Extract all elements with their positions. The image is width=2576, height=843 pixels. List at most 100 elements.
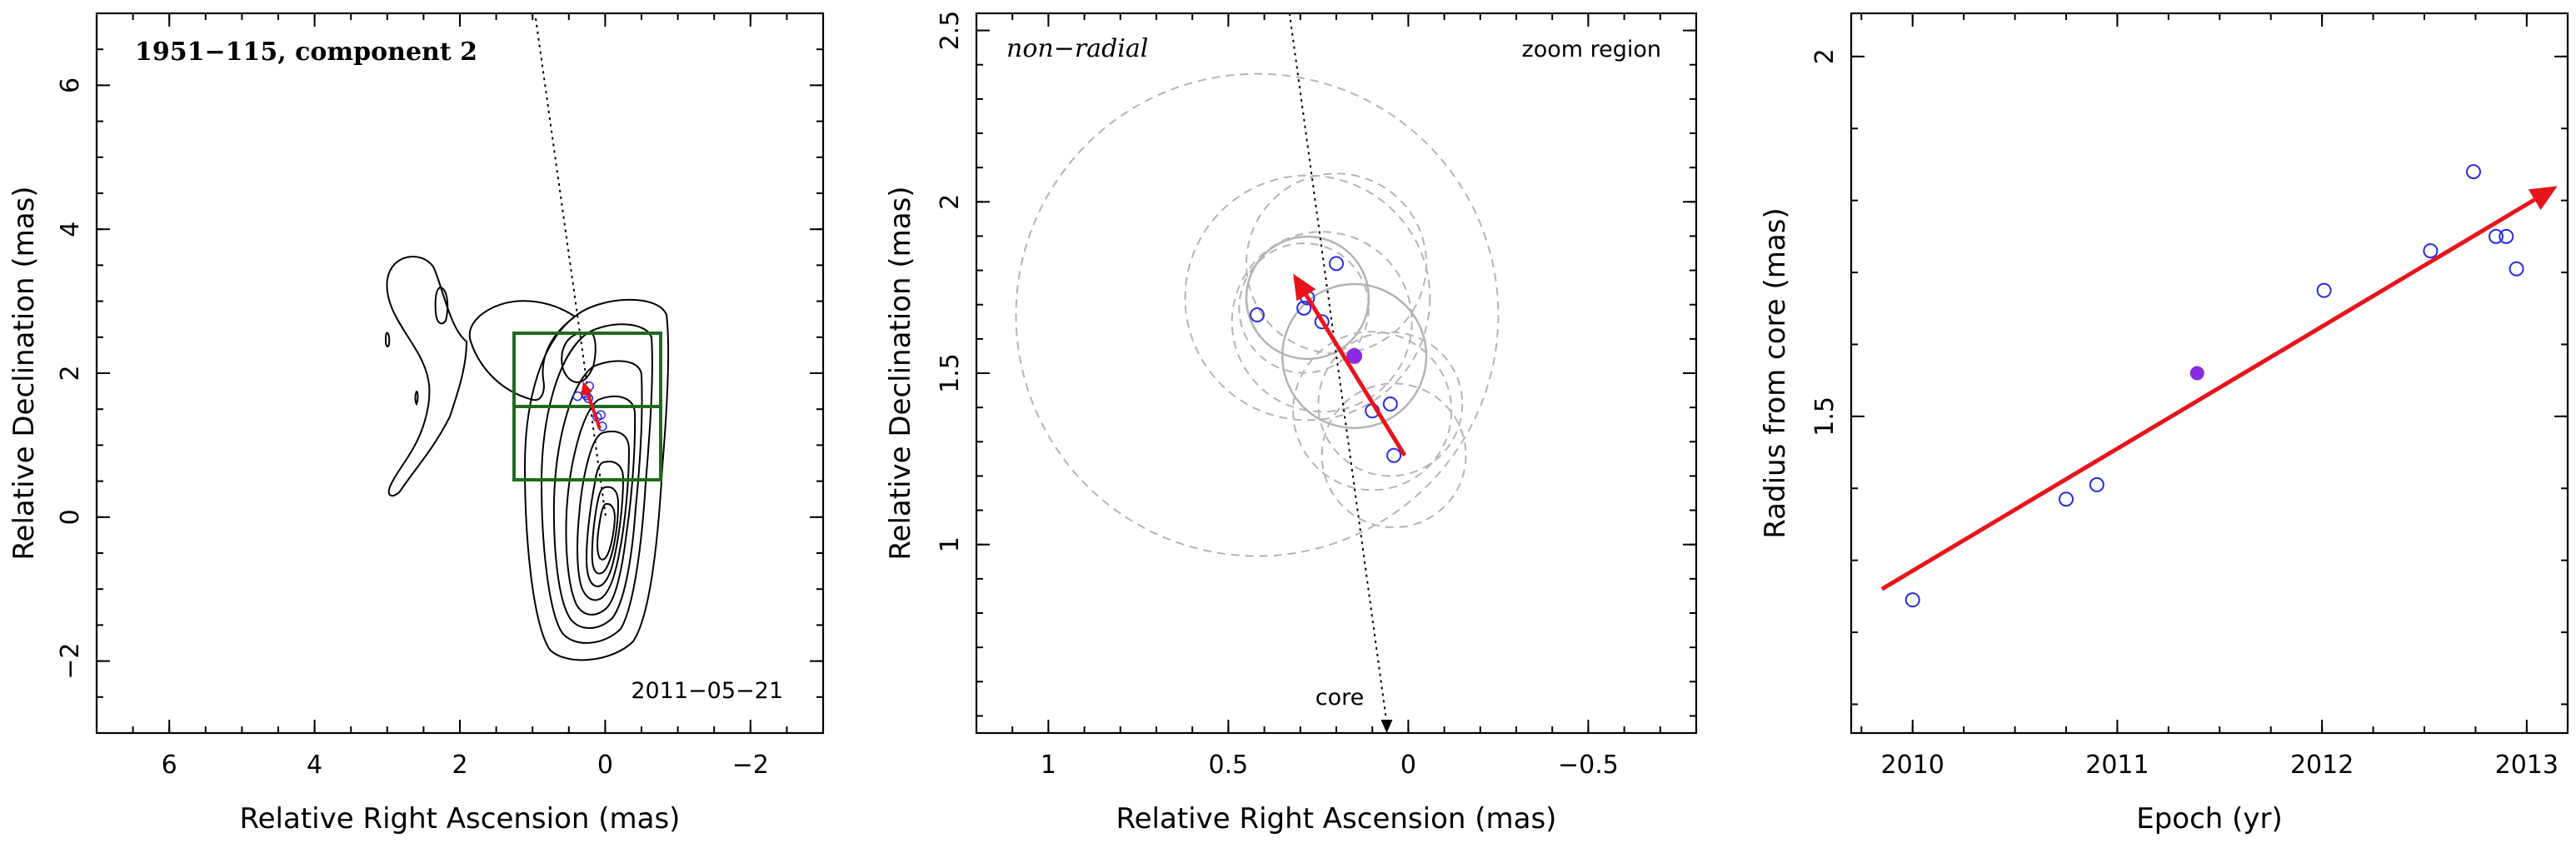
contour-small-2 <box>384 332 391 347</box>
component-marker <box>572 391 583 402</box>
panel-3-frame <box>1850 12 2569 735</box>
uncertainty-circle-solid <box>1281 282 1428 430</box>
panel-radius-vs-epoch: 2010 2011 2012 2013 1.52 Epoch (yr) Radius … <box>1759 12 2569 836</box>
x-tick-label: 2011 <box>2085 751 2149 780</box>
x-axis-ticks: 2010 2011 2012 2013 <box>1860 13 2559 780</box>
contour-level-4 <box>565 395 637 616</box>
y-tick-label: 2.5 <box>936 11 965 51</box>
contour-level-3 <box>552 360 643 629</box>
x-tick-label: 6 <box>162 751 177 780</box>
contour-lines <box>384 256 670 661</box>
y-tick-label: 1 <box>936 536 965 552</box>
contour-jet-left <box>386 256 468 497</box>
panel-contour-map: 6 4 2 0 −2 −2 0 2 4 6 1951−115, component 2 2011… <box>7 12 825 836</box>
y-tick-label: 0 <box>56 509 85 525</box>
x-tick-label: 0 <box>1400 751 1416 780</box>
epoch-plot-area <box>1880 164 2558 608</box>
contour-level-1 <box>523 298 670 661</box>
panel-3-xlabel: Epoch (yr) <box>2136 802 2283 836</box>
motion-arrow-head <box>1293 273 1316 302</box>
uncertainty-circle <box>1184 174 1431 422</box>
uncertainty-circles <box>1015 72 1500 557</box>
y-tick-label: 6 <box>56 77 85 93</box>
contour-jet-inner <box>561 332 597 383</box>
open-marker <box>2489 228 2504 244</box>
open-marker <box>1249 307 1265 323</box>
fit-arrow <box>1880 186 2558 591</box>
y-axis-ticks: 1.52 <box>1810 48 2568 706</box>
open-marker <box>1296 300 1312 316</box>
contour-level-8 <box>597 502 617 561</box>
x-tick-label: 0 <box>597 751 613 780</box>
x-axis-ticks: 6 4 2 0 −2 <box>96 13 824 780</box>
y-axis-ticks: −2 0 2 4 6 <box>56 12 823 734</box>
fit-arrow-head <box>2528 186 2558 211</box>
uncertainty-circle <box>1320 382 1467 529</box>
x-tick-label: −0.5 <box>1558 751 1619 780</box>
contour-jet-outer <box>468 300 577 402</box>
x-tick-label: 2 <box>452 751 467 780</box>
y-axis-ticks: 1 1.5 2 2.5 <box>936 11 1696 717</box>
y-tick-label: 1.5 <box>1810 397 1840 436</box>
y-tick-label: 4 <box>56 222 85 237</box>
panel-1-ylabel: Relative Declination (mas) <box>7 186 41 560</box>
y-tick-label: −2 <box>56 642 85 679</box>
open-marker <box>2089 476 2104 492</box>
panel-2-frame <box>975 12 1698 735</box>
open-marker <box>2059 491 2074 507</box>
x-tick-label: −2 <box>732 751 769 780</box>
motion-arrow <box>1293 273 1407 457</box>
panel-1-xlabel: Relative Right Ascension (mas) <box>240 802 681 836</box>
fit-arrow-shaft <box>1880 197 2536 591</box>
open-marker <box>2316 282 2332 298</box>
open-marker <box>1905 592 1920 608</box>
panel-1-frame <box>95 12 825 735</box>
core-direction-line <box>535 17 607 517</box>
panel-2-xlabel: Relative Right Ascension (mas) <box>1116 802 1557 836</box>
uncertainty-circle <box>1015 72 1500 557</box>
core-arrow-head <box>1380 720 1393 733</box>
panel-zoom: 1 0.5 0 −0.5 1 1.5 2 2.5 non−radial zoom regio… <box>884 11 1698 836</box>
core-direction <box>1288 13 1393 733</box>
open-marker <box>1329 256 1344 272</box>
y-tick-label: 2 <box>1810 48 1840 64</box>
contour-level-7 <box>591 486 620 575</box>
x-tick-label: 2013 <box>2495 751 2559 780</box>
motion-arrow-shaft <box>1304 293 1407 457</box>
filled-marker <box>1346 347 1363 364</box>
open-marker <box>2465 164 2481 180</box>
contour-level-5 <box>577 430 631 601</box>
uncertainty-circle <box>1317 331 1464 477</box>
x-axis-ticks: 1 0.5 0 −0.5 <box>976 13 1697 780</box>
zoom-region-label: zoom region <box>1522 37 1661 62</box>
contour-level-2 <box>540 323 653 644</box>
filled-marker <box>2189 366 2204 381</box>
panel-3-ylabel: Radius from core (mas) <box>1759 207 1792 538</box>
y-tick-label: 1.5 <box>936 353 965 393</box>
open-marker <box>2423 243 2439 259</box>
open-marker <box>2509 261 2524 277</box>
x-tick-label: 1 <box>1041 751 1056 780</box>
open-marker <box>2499 228 2514 244</box>
non-radial-label: non−radial <box>1006 34 1148 63</box>
uncertainty-circle <box>1231 231 1413 413</box>
x-tick-label: 4 <box>307 751 322 780</box>
x-tick-label: 2012 <box>2290 751 2354 780</box>
motion-arrow-head <box>581 382 592 397</box>
x-tick-label: 0.5 <box>1209 751 1249 780</box>
uncertainty-circle-solid <box>1245 235 1370 361</box>
panel-2-ylabel: Relative Declination (mas) <box>884 186 917 560</box>
zoom-plot-area <box>1015 13 1500 733</box>
contour-plot-area <box>384 17 670 661</box>
uncertainty-circle <box>1246 172 1427 355</box>
zoom-points <box>1249 256 1402 463</box>
y-tick-label: 2 <box>56 365 85 381</box>
y-tick-label: 2 <box>936 194 965 210</box>
contour-small-3 <box>414 390 419 407</box>
core-direction-line <box>1288 13 1388 724</box>
open-marker <box>1386 447 1402 463</box>
open-marker <box>1382 397 1398 412</box>
date-label: 2011−05−21 <box>631 678 783 704</box>
panel-1-title: 1951−115, component 2 <box>135 37 477 67</box>
